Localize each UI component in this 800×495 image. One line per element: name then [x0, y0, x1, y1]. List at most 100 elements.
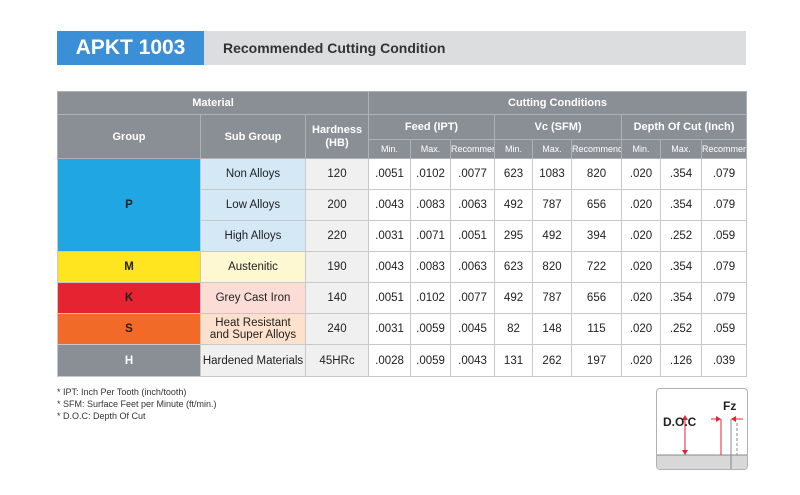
doc-min-header: Min. [621, 139, 662, 159]
vc-recommend-cell: 722 [571, 251, 623, 283]
footnotes: * IPT: Inch Per Tooth (inch/tooth) * SFM… [57, 386, 217, 422]
group-cell-h: H [57, 344, 201, 377]
header-bar: APKT 1003 Recommended Cutting Condition [57, 31, 746, 65]
doc-max-cell: .252 [660, 313, 703, 345]
doc-min-cell: .020 [621, 344, 662, 377]
doc-recommend-cell: .079 [701, 158, 748, 190]
doc-max-cell: .354 [660, 158, 703, 190]
subgroup-line-2: and Super Alloys [209, 329, 297, 341]
feed-max-cell: .0059 [410, 313, 452, 345]
group-cell-p: P [57, 158, 201, 252]
hardness-cell: 120 [304, 158, 370, 190]
vc-min-cell: 492 [494, 189, 534, 221]
fz-label: Fz [723, 399, 737, 413]
feed-max-cell: .0102 [410, 282, 452, 314]
hardness-cell: 200 [304, 189, 370, 221]
subgroup-cell: Austenitic [200, 251, 306, 283]
vc-min-cell: 623 [494, 251, 534, 283]
doc-max-header: Max. [660, 139, 703, 159]
doc-recommend-cell: .079 [701, 282, 748, 314]
cutting-diagram-icon [657, 415, 747, 469]
vc-recommend-cell: 394 [571, 220, 623, 252]
doc-min-cell: .020 [621, 158, 662, 190]
table-row: H Hardened Materials 45HRc .0028 .0059 .… [57, 344, 748, 377]
table-row: P Non Alloys 120 .0051 .0102 .0077 623 1… [57, 158, 748, 252]
feed-max-cell: .0071 [410, 220, 452, 252]
feed-recommend-header: Recommend [450, 139, 496, 159]
doc-min-cell: .020 [621, 220, 662, 252]
table-row: K Grey Cast Iron 140 .0051 .0102 .0077 4… [57, 282, 748, 314]
doc-label: D.O.C [663, 415, 697, 429]
page-title: Recommended Cutting Condition [223, 40, 446, 56]
vc-max-cell: 787 [532, 189, 573, 221]
doc-max-cell: .252 [660, 220, 703, 252]
feed-min-cell: .0051 [368, 282, 412, 314]
vc-min-cell: 131 [494, 344, 534, 377]
group-header: Group [57, 114, 201, 159]
cutting-condition-table: Material Cutting Conditions Group Sub Gr… [56, 91, 748, 377]
table-row: M Austenitic 190 .0043 .0083 .0063 623 8… [57, 251, 748, 283]
group-cell-s: S [57, 313, 201, 345]
footnote-doc: * D.O.C: Depth Of Cut [57, 411, 146, 421]
group-cell-m: M [57, 251, 201, 283]
doc-recommend-cell: .059 [701, 220, 748, 252]
vc-recommend-cell: 820 [571, 158, 623, 190]
hardness-header: Hardness (HB) [304, 114, 370, 159]
feed-recommend-cell: .0045 [450, 313, 496, 345]
vc-max-cell: 492 [532, 220, 573, 252]
hardness-cell: 220 [304, 220, 370, 252]
feed-min-header: Min. [368, 139, 412, 159]
doc-min-cell: .020 [621, 189, 662, 221]
vc-min-cell: 492 [494, 282, 534, 314]
subgroup-cell: Low Alloys [200, 189, 306, 221]
vc-min-header: Min. [494, 139, 534, 159]
doc-max-cell: .354 [660, 251, 703, 283]
vc-recommend-cell: 197 [571, 344, 623, 377]
feed-recommend-cell: .0063 [450, 189, 496, 221]
feed-min-cell: .0031 [368, 220, 412, 252]
doc-min-cell: .020 [621, 282, 662, 314]
doc-recommend-cell: .059 [701, 313, 748, 345]
feed-recommend-cell: .0043 [450, 344, 496, 377]
vc-max-cell: 787 [532, 282, 573, 314]
feed-min-cell: .0043 [368, 189, 412, 221]
feed-header: Feed (IPT) [368, 114, 496, 140]
vc-min-cell: 295 [494, 220, 534, 252]
doc-recommend-cell: .039 [701, 344, 748, 377]
subgroup-line-1: Heat Resistant [215, 317, 291, 329]
vc-max-cell: 148 [532, 313, 573, 345]
hardness-cell: 45HRc [304, 344, 370, 377]
doc-recommend-cell: .079 [701, 189, 748, 221]
vc-max-cell: 1083 [532, 158, 573, 190]
feed-recommend-cell: .0063 [450, 251, 496, 283]
doc-min-cell: .020 [621, 313, 662, 345]
vc-max-header: Max. [532, 139, 573, 159]
feed-recommend-cell: .0077 [450, 282, 496, 314]
doc-max-cell: .354 [660, 282, 703, 314]
feed-recommend-cell: .0077 [450, 158, 496, 190]
hardness-cell: 190 [304, 251, 370, 283]
subgroup-cell: Non Alloys [200, 158, 306, 190]
feed-max-cell: .0083 [410, 251, 452, 283]
subgroup-cell: Grey Cast Iron [200, 282, 306, 314]
table-row: High Alloys 220 .0031 .0071 .0051 295 49… [58, 220, 748, 252]
table-row: S Heat Resistant and Super Alloys 240 .0… [57, 313, 748, 345]
footnote-sfm: * SFM: Surface Feet per Minute (ft/min.) [57, 399, 217, 409]
hardness-cell: 240 [304, 313, 370, 345]
feed-min-cell: .0028 [368, 344, 412, 377]
vc-recommend-header: Recommend [571, 139, 623, 159]
subgroup-cell: High Alloys [200, 220, 306, 252]
feed-min-cell: .0031 [368, 313, 412, 345]
footnote-ipt: * IPT: Inch Per Tooth (inch/tooth) [57, 387, 187, 397]
feed-recommend-cell: .0051 [450, 220, 496, 252]
vc-recommend-cell: 656 [571, 189, 623, 221]
hardness-cell: 140 [304, 282, 370, 314]
cutting-conditions-header: Cutting Conditions [368, 91, 748, 115]
group-cell-k: K [57, 282, 201, 314]
vc-recommend-cell: 656 [571, 282, 623, 314]
doc-min-cell: .020 [621, 251, 662, 283]
table-row: Low Alloys 200 .0043 .0083 .0063 492 787… [58, 189, 748, 221]
vc-header: Vc (SFM) [494, 114, 623, 140]
vc-recommend-cell: 115 [571, 313, 623, 345]
feed-max-cell: .0102 [410, 158, 452, 190]
